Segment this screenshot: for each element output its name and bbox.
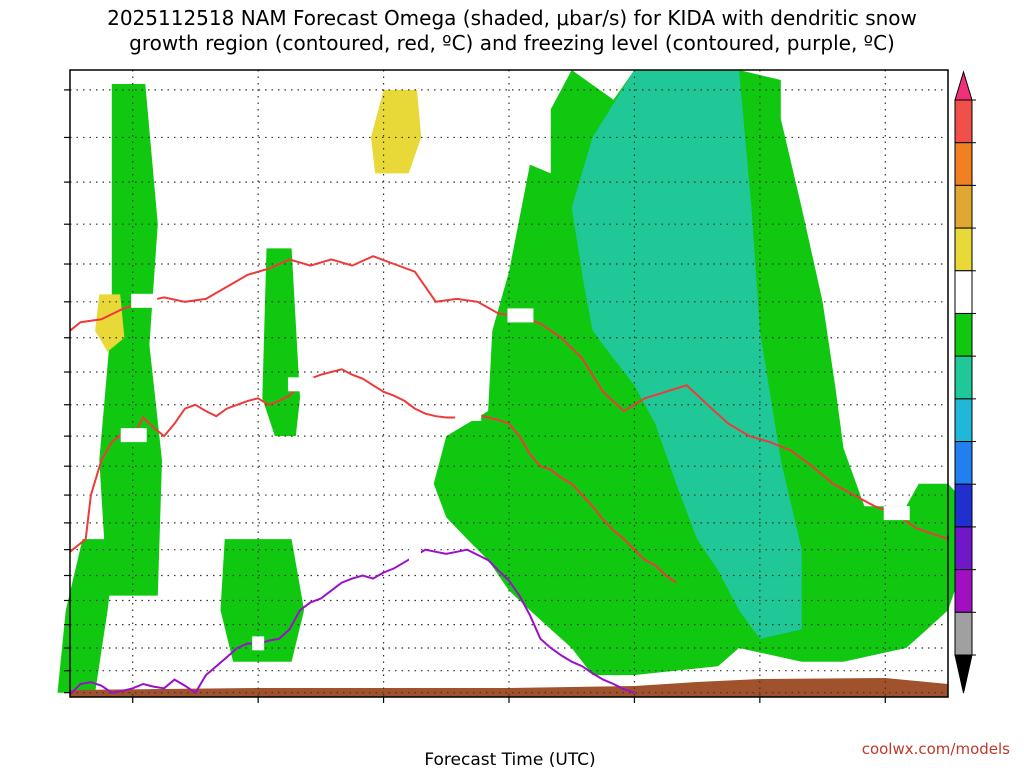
- omega-green-left-column: [99, 84, 162, 596]
- x-axis: [132, 697, 886, 703]
- red-contour-line: [69, 368, 677, 584]
- chart-title-line2: growth region (contoured, red, ºC) and f…: [129, 31, 895, 55]
- colorbar-bin: [954, 142, 973, 186]
- purple-contour-line: [69, 548, 635, 696]
- red-contour-label-bg: [120, 428, 147, 443]
- omega-yellow-515: [95, 294, 125, 352]
- red-contour-line: [69, 255, 949, 541]
- colorbar-bin: [954, 270, 973, 314]
- red-contour-label-bg: [287, 377, 314, 392]
- plot-area: [57, 69, 969, 698]
- colorbar-bottom-arrow: [954, 654, 973, 694]
- omega-green-lower-15z: [220, 539, 305, 662]
- red-contour-label-bg: [883, 506, 910, 521]
- colorbar-bin: [954, 483, 973, 528]
- red-contour-label-bg: [131, 293, 158, 308]
- omega-teal-core-28nov: [571, 70, 802, 639]
- colorbar-bin: [954, 312, 973, 357]
- colorbar-bin: [954, 99, 973, 144]
- colorbar-top-arrow: [954, 70, 973, 101]
- colorbar-bin: [954, 398, 973, 443]
- colorbar-bin: [954, 184, 973, 229]
- red-contour-label-bg: [455, 406, 482, 421]
- colorbar-bin: [954, 611, 973, 656]
- colorbar-bin: [954, 227, 973, 272]
- x-axis-label: Forecast Time (UTC): [424, 750, 595, 768]
- credit-text: coolwx.com/models: [862, 740, 1010, 758]
- colorbar-bin: [954, 569, 973, 613]
- chart-title-line1: 2025112518 NAM Forecast Omega (shaded, μ…: [107, 6, 917, 30]
- colorbar-bin: [954, 441, 973, 485]
- omega-green-band-12z: [57, 539, 116, 693]
- omega-yellow-400-12z: [371, 89, 422, 174]
- purple-contour-label-bg: [252, 636, 265, 651]
- colorbar-bin: [954, 355, 973, 400]
- red-contour-label-bg: [507, 308, 534, 323]
- terrain-fill: [70, 678, 948, 697]
- colorbar: [954, 70, 976, 694]
- purple-contour-label-bg: [408, 547, 421, 562]
- colorbar-bin: [954, 526, 973, 571]
- y-axis: [64, 89, 70, 694]
